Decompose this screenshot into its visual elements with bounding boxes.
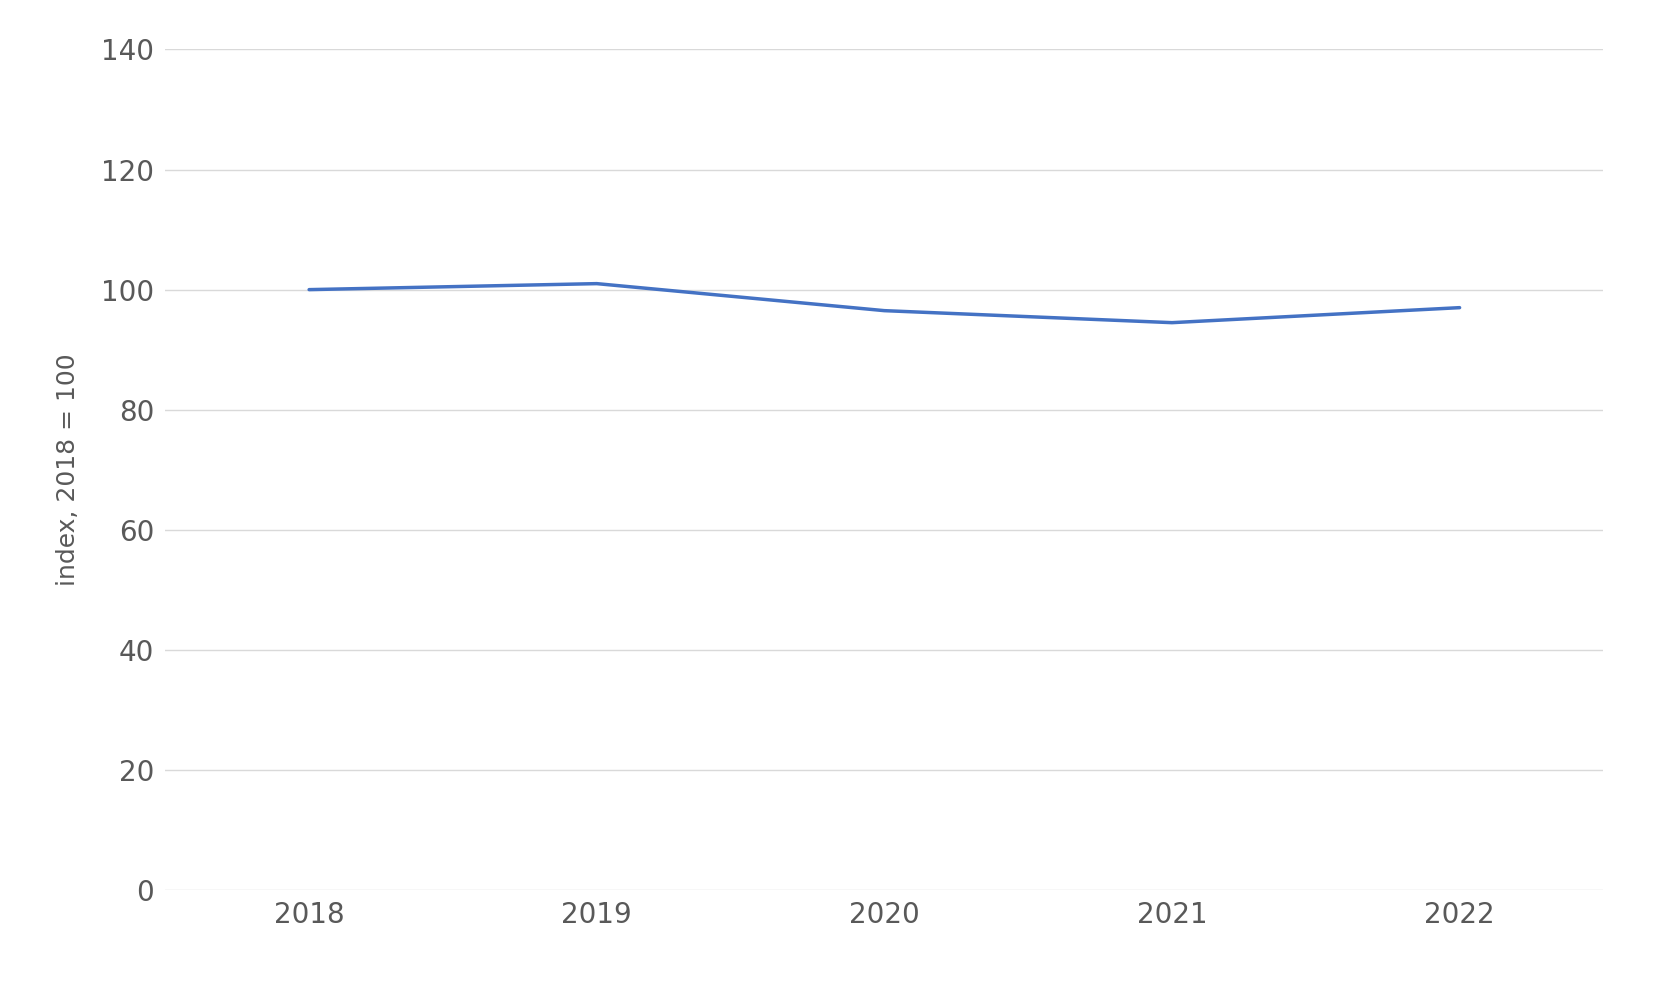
Y-axis label: index, 2018 = 100: index, 2018 = 100: [56, 353, 81, 586]
